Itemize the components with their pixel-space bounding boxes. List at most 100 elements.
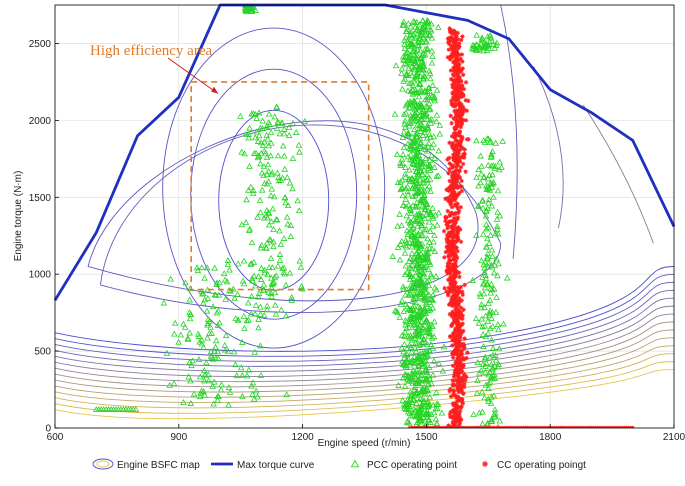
- cc-operating-point: [454, 298, 460, 303]
- cc-operating-point: [454, 346, 460, 351]
- pcc-operating-point: [430, 333, 438, 340]
- pcc-operating-point: [419, 338, 427, 345]
- cc-operating-point: [448, 30, 454, 35]
- pcc-operating-point: [498, 163, 505, 170]
- cc-operating-point: [445, 220, 451, 225]
- cc-operating-point: [458, 79, 463, 84]
- pcc-operating-point: [408, 133, 416, 140]
- cc-operating-point: [454, 60, 459, 65]
- cc-operating-point: [455, 30, 461, 36]
- pcc-operating-point: [233, 372, 240, 379]
- pcc-operating-point: [423, 341, 431, 348]
- pcc-operating-point: [412, 177, 419, 184]
- pcc-operating-point: [396, 313, 404, 320]
- y-tick-label: 2500: [29, 39, 52, 50]
- pcc-operating-point: [429, 214, 437, 221]
- cc-operating-point: [453, 98, 458, 104]
- cc-operating-point: [452, 282, 457, 287]
- pcc-operating-point: [407, 97, 414, 104]
- pcc-points: [92, 5, 511, 428]
- pcc-operating-point: [496, 417, 503, 424]
- pcc-operating-point: [482, 274, 490, 281]
- pcc-operating-point: [488, 150, 495, 157]
- cc-operating-point: [458, 387, 463, 392]
- y-tick-label: 500: [34, 347, 51, 358]
- pcc-operating-point: [478, 257, 485, 264]
- pcc-operating-point: [475, 166, 482, 173]
- cc-operating-point: [457, 130, 462, 135]
- pcc-operating-point: [409, 202, 417, 209]
- cc-operating-point: [460, 399, 465, 405]
- plot-background: [55, 5, 674, 428]
- pcc-operating-point: [400, 18, 408, 25]
- pcc-operating-point: [428, 59, 436, 66]
- cc-operating-point: [453, 258, 459, 264]
- pcc-operating-point: [200, 344, 207, 351]
- pcc-operating-point: [430, 357, 438, 364]
- pcc-operating-point: [187, 400, 195, 406]
- cc-operating-point: [461, 355, 466, 361]
- pcc-operating-point: [479, 204, 487, 211]
- pcc-operating-point: [410, 64, 418, 71]
- pcc-operating-point: [416, 270, 424, 277]
- pcc-operating-point: [407, 23, 415, 30]
- cc-operating-point: [458, 116, 464, 121]
- cc-operating-point: [462, 151, 467, 156]
- cc-operating-point: [452, 78, 458, 83]
- cc-operating-point: [447, 57, 453, 62]
- pcc-operating-point: [420, 197, 428, 204]
- pcc-operating-point: [412, 114, 419, 121]
- pcc-operating-point: [425, 307, 432, 314]
- cc-operating-point: [449, 98, 454, 104]
- cc-operating-point: [458, 378, 464, 383]
- pcc-operating-point: [485, 135, 492, 142]
- pcc-operating-point: [234, 316, 242, 323]
- cc-operating-point: [454, 245, 459, 250]
- pcc-operating-point: [418, 53, 425, 60]
- pcc-operating-point: [177, 331, 185, 338]
- pcc-operating-point: [280, 130, 288, 137]
- pcc-operating-point: [411, 153, 419, 160]
- pcc-operating-point: [254, 213, 261, 220]
- pcc-operating-point: [195, 356, 203, 363]
- pcc-operating-point: [424, 253, 431, 260]
- pcc-operating-point: [410, 98, 418, 105]
- cc-operating-point: [445, 235, 451, 241]
- pcc-operating-point: [414, 303, 422, 310]
- cc-operating-point: [457, 113, 463, 118]
- pcc-operating-point: [406, 361, 414, 368]
- cc-operating-point: [455, 81, 461, 86]
- pcc-operating-point: [485, 385, 492, 391]
- pcc-operating-point: [426, 393, 434, 400]
- pcc-operating-point: [491, 261, 499, 268]
- pcc-operating-point: [295, 141, 303, 148]
- pcc-operating-point: [410, 17, 417, 24]
- pcc-operating-point: [489, 351, 497, 358]
- pcc-operating-point: [423, 147, 431, 154]
- pcc-operating-point: [425, 85, 433, 92]
- cc-operating-point: [443, 215, 449, 220]
- cc-operating-point: [454, 193, 459, 198]
- cc-operating-point: [458, 138, 464, 143]
- cc-operating-point: [457, 44, 462, 49]
- pcc-operating-point: [213, 280, 220, 287]
- cc-operating-point: [453, 181, 459, 187]
- annotation-label: High efficiency area: [90, 43, 212, 59]
- pcc-operating-point: [267, 139, 275, 146]
- pcc-operating-point: [428, 152, 435, 158]
- pcc-operating-point: [419, 385, 426, 392]
- pcc-operating-point: [435, 147, 442, 154]
- cc-operating-point: [445, 233, 451, 238]
- pcc-operating-point: [485, 263, 492, 270]
- pcc-operating-point: [416, 209, 423, 216]
- pcc-operating-point: [397, 240, 404, 247]
- cc-operating-point: [454, 149, 460, 154]
- pcc-operating-point: [470, 411, 477, 417]
- pcc-operating-point: [418, 88, 426, 94]
- cc-operating-point: [459, 383, 465, 389]
- cc-operating-point: [451, 40, 456, 46]
- cc-operating-point: [456, 45, 461, 51]
- pcc-operating-point: [420, 255, 427, 262]
- cc-operating-point: [454, 34, 459, 39]
- pcc-operating-point: [483, 46, 491, 53]
